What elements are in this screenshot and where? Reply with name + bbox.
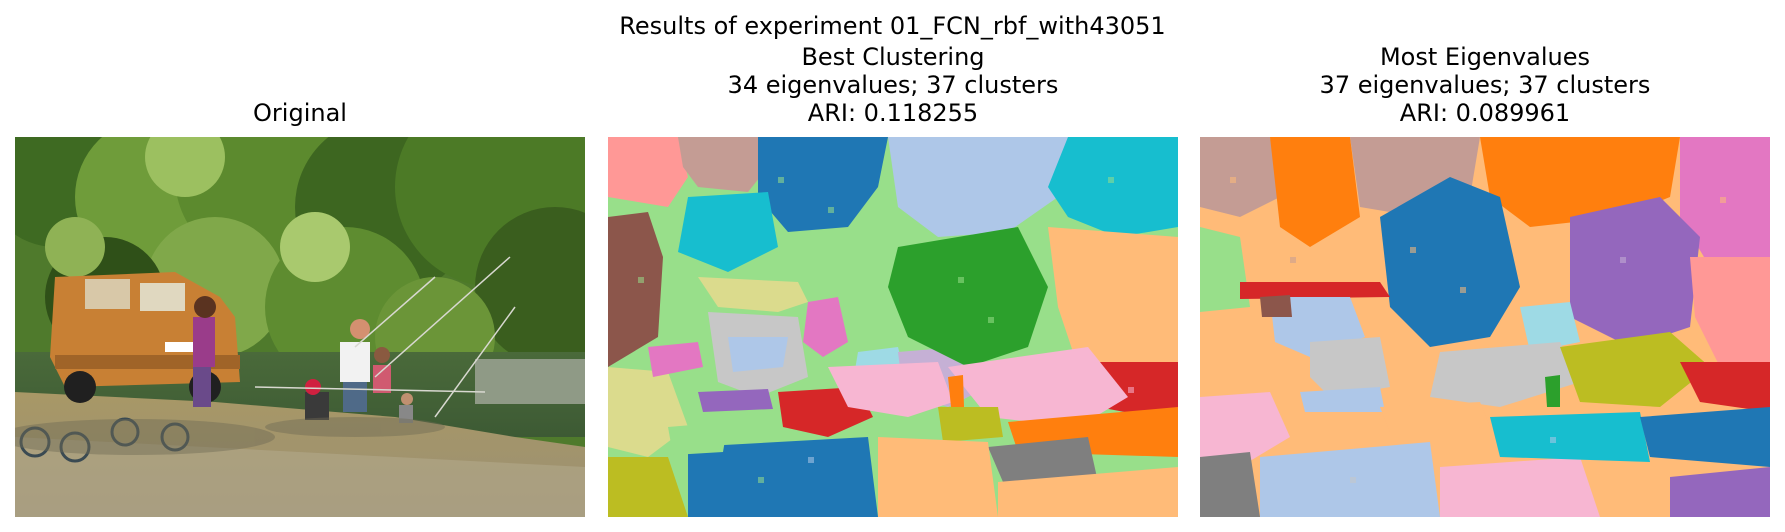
bicycles (19, 417, 190, 463)
panel-title: Best Clustering 34 eigenvalues; 37 clust… (568, 43, 1218, 127)
cluster-regions (1200, 137, 1770, 517)
fishing-rods (254, 256, 516, 418)
panel-title-line-2: 34 eigenvalues; 37 clusters (727, 71, 1059, 99)
orange-car (50, 272, 240, 403)
cluster-noise (1230, 177, 1726, 483)
stone-wall (475, 359, 585, 404)
most-eigenvalues-segmentation (1200, 137, 1770, 517)
original-photo (15, 137, 585, 517)
panel-title: Original (0, 99, 625, 127)
best-clustering-segmentation (608, 137, 1178, 517)
panel-title-line-1: Most Eigenvalues (1379, 43, 1591, 71)
people (193, 296, 413, 423)
figure-suptitle: Results of experiment 01_FCN_rbf_with430… (619, 12, 1166, 40)
panel-title-line-1: Original (253, 99, 347, 127)
ground-shadows (15, 417, 445, 455)
panel-title: Most Eigenvalues 37 eigenvalues; 37 clus… (1160, 43, 1785, 127)
panel-best-clustering: Best Clustering 34 eigenvalues; 37 clust… (608, 43, 1178, 517)
panel-title-line-2: 37 eigenvalues; 37 clusters (1319, 71, 1651, 99)
panel-original: Original (15, 99, 585, 517)
panel-title-line-3: ARI: 0.089961 (1399, 99, 1571, 127)
panel-most-eigenvalues: Most Eigenvalues 37 eigenvalues; 37 clus… (1200, 43, 1770, 517)
cluster-noise (638, 177, 1134, 483)
cluster-regions (608, 137, 1178, 517)
panel-title-line-1: Best Clustering (801, 43, 985, 71)
panel-title-line-3: ARI: 0.118255 (807, 99, 979, 127)
